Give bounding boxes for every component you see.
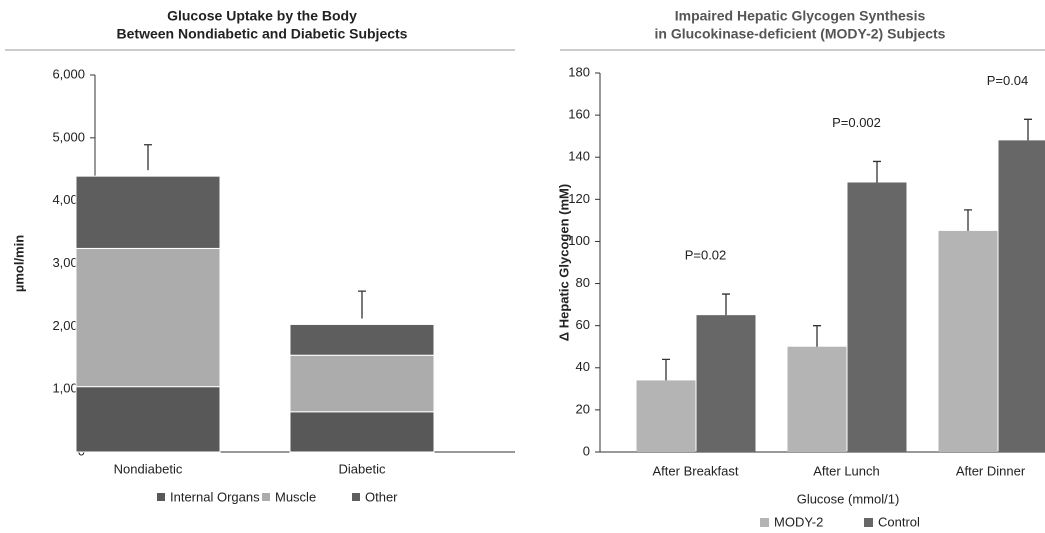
- bar-segment: [75, 175, 221, 249]
- bar: [998, 140, 1045, 452]
- bar-segment: [75, 386, 221, 453]
- y-tick-label: 6,000: [52, 66, 85, 81]
- y-axis-label: µmol/min: [11, 235, 26, 292]
- y-tick-label: 180: [568, 64, 590, 79]
- y-tick-label: 160: [568, 107, 590, 122]
- legend-swatch: [157, 493, 165, 501]
- x-tick-label: Nondiabetic: [114, 461, 183, 476]
- x-tick-label: After Lunch: [813, 463, 880, 478]
- error-bar: [1024, 118, 1032, 141]
- y-tick-label: 0: [583, 443, 590, 458]
- bar: [938, 230, 998, 452]
- bar-segment: [289, 323, 435, 356]
- annotation: P=0.02: [685, 248, 727, 263]
- annotation: P=0.002: [832, 115, 881, 130]
- chart-title: Impaired Hepatic Glycogen Synthesis: [675, 8, 926, 24]
- y-tick-label: 120: [568, 191, 590, 206]
- legend-swatch: [760, 518, 769, 527]
- chart-title: in Glucokinase-deficient (MODY-2) Subjec…: [655, 26, 946, 42]
- legend-label: Other: [365, 489, 398, 504]
- chart-title: Glucose Uptake by the Body: [167, 8, 357, 24]
- y-tick-label: 140: [568, 149, 590, 164]
- y-tick-label: 40: [576, 359, 590, 374]
- error-bar: [144, 144, 152, 171]
- error-bar: [358, 290, 366, 319]
- bar: [847, 182, 907, 452]
- bar-segment: [289, 354, 435, 413]
- x-tick-label: Diabetic: [339, 461, 386, 476]
- legend-label: Internal Organs: [170, 489, 260, 504]
- error-bar: [873, 160, 881, 183]
- y-tick-label: 5,000: [52, 129, 85, 144]
- legend-swatch: [262, 493, 270, 501]
- bar-segment: [75, 247, 221, 388]
- bar-segment: [289, 411, 435, 453]
- annotation: P=0.04: [987, 73, 1029, 88]
- x-axis-label: Glucose (mmol/1): [797, 491, 900, 506]
- x-tick-label: After Breakfast: [653, 463, 739, 478]
- bar: [696, 315, 756, 452]
- error-bar: [964, 209, 972, 231]
- bar: [787, 346, 847, 452]
- bar: [636, 380, 696, 452]
- legend-label: MODY-2: [774, 514, 823, 529]
- error-bar: [722, 293, 730, 316]
- error-bar: [662, 358, 670, 381]
- legend-swatch: [864, 518, 873, 527]
- legend-label: Control: [878, 514, 920, 529]
- y-axis-label: Δ Hepatic Glycogen (mM): [556, 184, 571, 341]
- y-tick-label: 80: [576, 275, 590, 290]
- y-tick-label: 100: [568, 233, 590, 248]
- y-tick-label: 20: [576, 401, 590, 416]
- chart-title: Between Nondiabetic and Diabetic Subject…: [117, 26, 408, 42]
- x-tick-label: After Dinner: [956, 463, 1026, 478]
- y-tick-label: 60: [576, 317, 590, 332]
- error-bar: [813, 325, 821, 347]
- legend-label: Muscle: [275, 489, 316, 504]
- legend-swatch: [352, 493, 360, 501]
